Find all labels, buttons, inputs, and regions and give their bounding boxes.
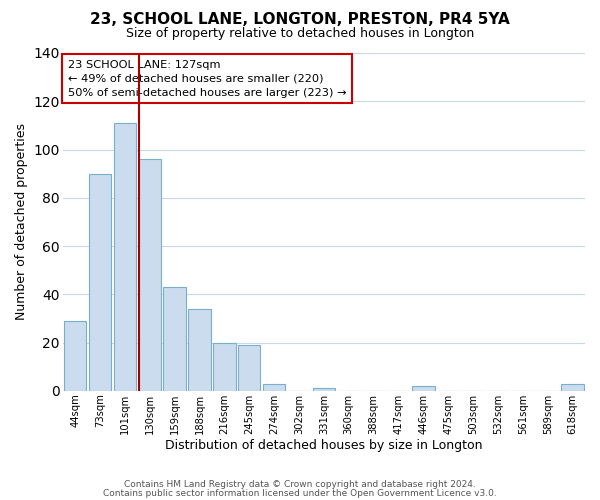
Bar	[238, 345, 260, 391]
Text: Contains public sector information licensed under the Open Government Licence v3: Contains public sector information licen…	[103, 488, 497, 498]
Bar	[263, 384, 286, 391]
Bar	[188, 309, 211, 391]
Bar	[89, 174, 111, 391]
Bar	[64, 321, 86, 391]
X-axis label: Distribution of detached houses by size in Longton: Distribution of detached houses by size …	[165, 440, 482, 452]
Text: Contains HM Land Registry data © Crown copyright and database right 2024.: Contains HM Land Registry data © Crown c…	[124, 480, 476, 489]
Bar	[213, 342, 236, 391]
Bar	[139, 159, 161, 391]
Text: Size of property relative to detached houses in Longton: Size of property relative to detached ho…	[126, 28, 474, 40]
Bar	[412, 386, 434, 391]
Y-axis label: Number of detached properties: Number of detached properties	[15, 124, 28, 320]
Bar	[313, 388, 335, 391]
Bar	[113, 123, 136, 391]
Bar	[562, 384, 584, 391]
Text: 23 SCHOOL LANE: 127sqm
← 49% of detached houses are smaller (220)
50% of semi-de: 23 SCHOOL LANE: 127sqm ← 49% of detached…	[68, 60, 346, 98]
Bar	[163, 287, 186, 391]
Text: 23, SCHOOL LANE, LONGTON, PRESTON, PR4 5YA: 23, SCHOOL LANE, LONGTON, PRESTON, PR4 5…	[90, 12, 510, 28]
